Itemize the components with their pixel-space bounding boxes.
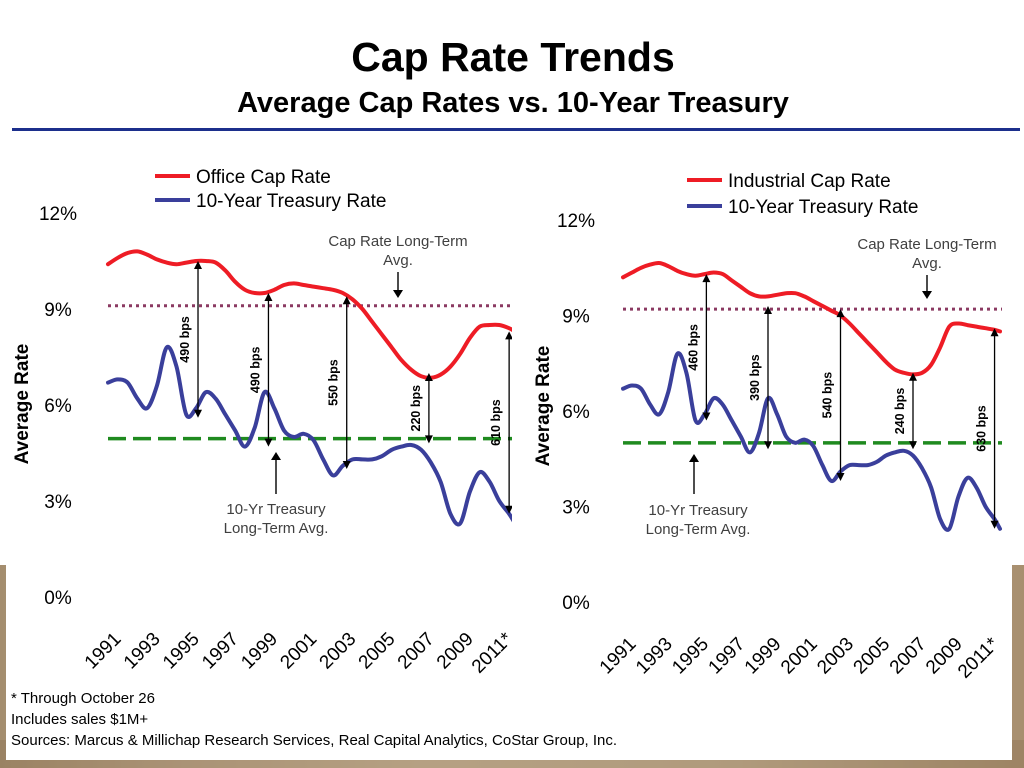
long-term-average-lines (623, 307, 1002, 445)
spread-annotations: 490 bps 490 bps 550 bps 220 bps 610 bps (178, 261, 512, 514)
treasury-avg-callout: 10-Yr Treasury Long-Term Avg. (224, 452, 329, 537)
treasury-avg-callout: 10-Yr Treasury Long-Term Avg. (646, 454, 751, 538)
spread-label: 550 bps (327, 359, 341, 406)
spread-arrow: 390 bps (748, 305, 772, 450)
legend-office-label: Office Cap Rate (196, 167, 331, 188)
cap-avg-pointer-head (922, 291, 932, 299)
x-axis-ticks: 1991199319951997199920012003200520072009… (81, 628, 512, 677)
legend-treasury-label: 10-Year Treasury Rate (196, 191, 386, 212)
x-tick-label: 1997 (705, 634, 750, 679)
title-rule (12, 128, 1020, 131)
spread-arrow: 540 bps (821, 309, 845, 482)
treasury-avg-pointer-head (689, 454, 699, 462)
x-tick-label: 2001 (777, 634, 822, 679)
slide-panel: Cap Rate Trends Average Cap Rates vs. 10… (6, 0, 1020, 760)
spread-label: 390 bps (748, 354, 762, 401)
spread-arrow: 490 bps (178, 261, 203, 418)
cap-avg-label-line1: Cap Rate Long-Term (328, 233, 467, 250)
spread-arrow: 610 bps (489, 331, 512, 514)
spread-label: 610 bps (489, 399, 503, 446)
cap-rate-line (106, 249, 512, 380)
spread-arrow: 630 bps (975, 328, 999, 529)
x-tick-label: 2011* (468, 628, 512, 677)
y-axis-title: Average Rate (12, 344, 33, 465)
spread-annotations: 460 bps 390 bps 540 bps 240 bps 630 bps (686, 274, 999, 529)
x-tick-label: 1995 (159, 629, 204, 674)
x-tick-label: 2005 (355, 629, 400, 674)
x-tick-label: 2007 (394, 629, 439, 674)
legend: Industrial Cap Rate 10-Year Treasury Rat… (687, 171, 918, 218)
x-tick-label: 2005 (850, 634, 895, 679)
cap-avg-callout: Cap Rate Long-Term Avg. (328, 233, 468, 298)
series-lines (106, 249, 512, 527)
y-axis-ticks: 12% 9% 6% 3% 0% (557, 211, 595, 614)
x-tick-label: 1991 (596, 634, 641, 679)
cap-avg-label-line1: Cap Rate Long-Term (857, 236, 996, 253)
treasury-avg-pointer-head (271, 452, 281, 460)
footnotes: * Through October 26 Includes sales $1M+… (11, 688, 617, 751)
y-tick-label: 0% (562, 593, 590, 614)
office-cap-rate-chart: Office Cap Rate 10-Year Treasury Rate Av… (12, 167, 512, 678)
x-tick-label: 1999 (237, 629, 282, 674)
x-tick-label: 2001 (276, 629, 321, 674)
treasury-avg-label-line1: 10-Yr Treasury (648, 502, 748, 519)
x-tick-label: 1999 (741, 634, 786, 679)
cap-avg-label-line2: Avg. (912, 255, 942, 272)
spread-label: 490 bps (178, 316, 192, 363)
page-subtitle: Average Cap Rates vs. 10-Year Treasury (237, 87, 789, 119)
series-lines (621, 260, 1002, 532)
y-tick-label: 0% (44, 588, 72, 609)
y-tick-label: 3% (44, 492, 72, 513)
spread-arrow: 490 bps (248, 293, 273, 447)
long-term-average-lines (108, 304, 512, 441)
spread-label: 490 bps (248, 346, 262, 393)
x-tick-label: 1995 (668, 634, 713, 679)
y-tick-label: 9% (44, 300, 72, 321)
footnote-includes: Includes sales $1M+ (11, 711, 149, 728)
x-tick-label: 2003 (813, 634, 858, 679)
treasury-rate-line (106, 344, 512, 527)
y-axis-ticks: 12% 9% 6% 3% 0% (39, 204, 77, 609)
y-tick-label: 12% (39, 204, 77, 225)
spread-arrow: 220 bps (409, 373, 433, 444)
x-tick-label: 2003 (316, 629, 361, 674)
x-tick-label: 1991 (81, 629, 126, 674)
x-tick-label: 1993 (632, 634, 677, 679)
spread-label: 240 bps (893, 388, 907, 435)
x-axis-ticks: 1991199319951997199920012003200520072009… (596, 633, 1004, 682)
cap-avg-pointer-head (393, 290, 403, 298)
x-tick-label: 1993 (120, 629, 165, 674)
spread-arrow: 240 bps (893, 372, 917, 450)
treasury-avg-label-line2: Long-Term Avg. (646, 521, 751, 538)
spread-label: 460 bps (686, 324, 700, 371)
spread-label: 540 bps (821, 372, 835, 419)
y-tick-label: 6% (44, 396, 72, 417)
y-tick-label: 9% (562, 307, 590, 328)
treasury-avg-label-line2: Long-Term Avg. (224, 520, 329, 537)
spread-arrow: 550 bps (327, 296, 351, 469)
cap-avg-callout: Cap Rate Long-Term Avg. (857, 236, 997, 299)
treasury-avg-label-line1: 10-Yr Treasury (226, 501, 326, 518)
footnote-sources: Sources: Marcus & Millichap Research Ser… (11, 732, 618, 749)
cap-rate-line (621, 260, 1002, 377)
cap-avg-label-line2: Avg. (383, 252, 413, 269)
industrial-cap-rate-chart: Industrial Cap Rate 10-Year Treasury Rat… (533, 171, 1004, 683)
y-tick-label: 6% (562, 402, 590, 423)
x-tick-label: 2007 (886, 634, 931, 679)
legend-treasury-label: 10-Year Treasury Rate (728, 197, 918, 218)
y-axis-title: Average Rate (533, 346, 554, 467)
treasury-rate-line (621, 351, 1002, 532)
page-title: Cap Rate Trends (351, 34, 675, 80)
x-tick-label: 2011* (954, 633, 1003, 682)
spread-label: 220 bps (409, 385, 423, 432)
footnote-through: * Through October 26 (11, 690, 155, 707)
y-tick-label: 12% (557, 211, 595, 232)
y-tick-label: 3% (562, 498, 590, 519)
legend-industrial-label: Industrial Cap Rate (728, 171, 891, 192)
spread-label: 630 bps (975, 405, 989, 452)
legend: Office Cap Rate 10-Year Treasury Rate (155, 167, 386, 212)
spread-arrow: 460 bps (686, 274, 711, 421)
x-tick-label: 1997 (198, 629, 243, 674)
